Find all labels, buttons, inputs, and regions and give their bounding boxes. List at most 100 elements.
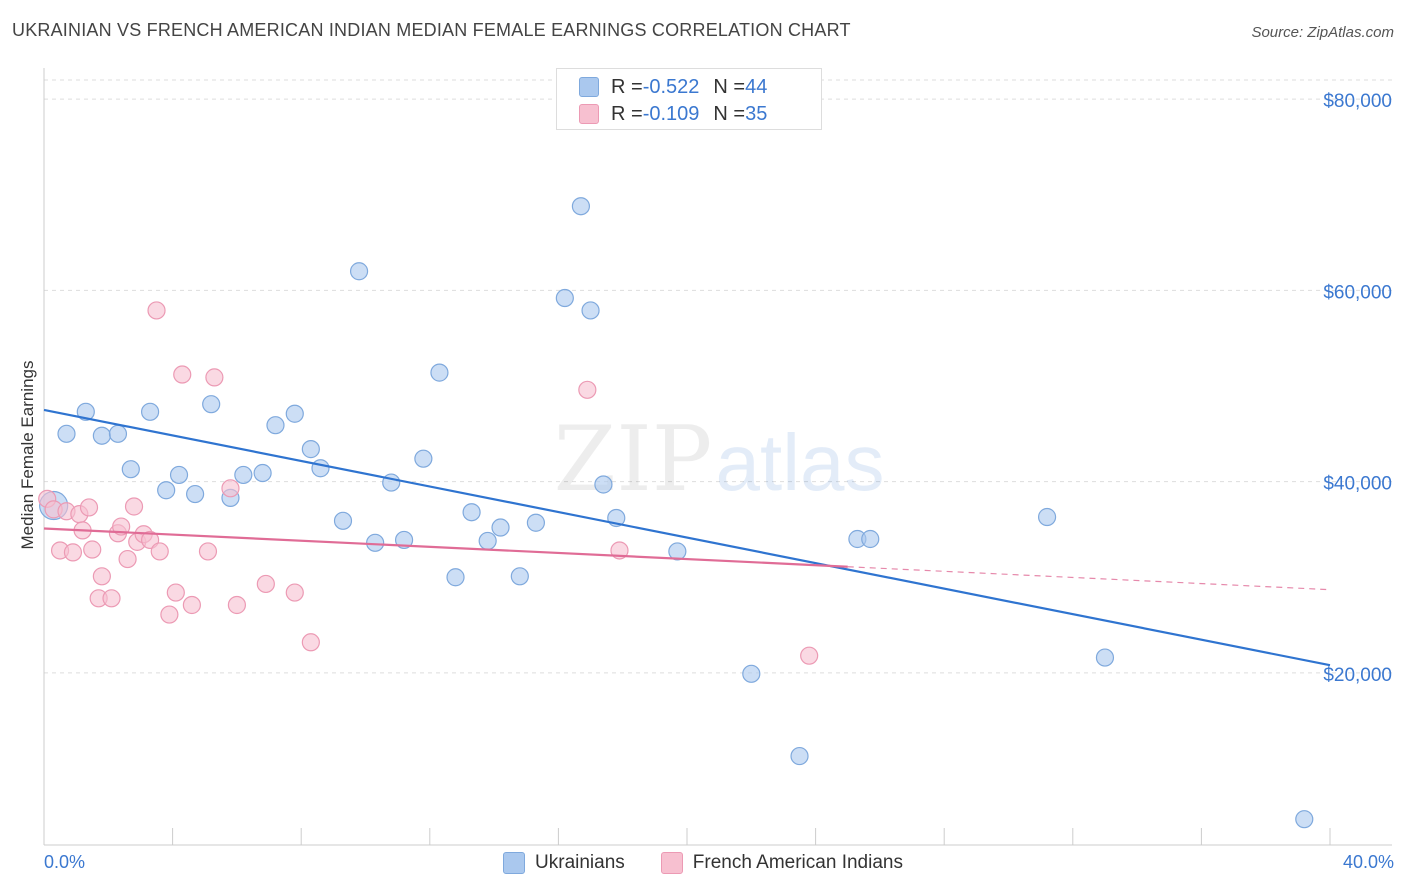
legend-item-french-american-indians[interactable]: French American Indians [660, 852, 903, 874]
r-label: R = [611, 75, 643, 98]
y-tick-label: $60,000 [1323, 282, 1392, 303]
french-point [256, 574, 275, 594]
french-point [79, 498, 99, 517]
x-tick-label-min: 0.0% [44, 852, 86, 872]
ukrainians-point [1295, 810, 1314, 829]
french-point [83, 540, 102, 559]
ukrainians-point [491, 518, 510, 537]
ukrainians-point [234, 465, 253, 485]
stats-row-french: R = -0.109 N = 35 [579, 100, 767, 128]
ukrainians-point [861, 529, 880, 549]
y-tick-label: $80,000 [1323, 91, 1392, 112]
ukrainians-point [169, 465, 189, 485]
ukrainians-point [140, 402, 160, 421]
stats-legend: R = -0.522 N = 44 R = -0.109 N = 35 [556, 68, 822, 130]
source-credit: Source: ZipAtlas.com [1251, 24, 1394, 41]
n-label: N = [713, 102, 746, 125]
french-point [205, 368, 224, 387]
french-trend-extension [847, 566, 1331, 591]
french-point [578, 380, 597, 399]
r-value: -0.109 [642, 102, 700, 125]
ukrainians-point [1037, 507, 1057, 527]
ukrainians-point [108, 424, 128, 443]
y-tick-label: $40,000 [1323, 474, 1392, 495]
ukrainians-point [311, 459, 330, 478]
ukrainians-point [430, 363, 449, 382]
y-tick-labels: $20,000 $40,000 $60,000 $80,000 [1323, 91, 1392, 686]
ukrainians-point [301, 440, 320, 459]
ukrainians-point [581, 301, 600, 320]
french-point [198, 542, 218, 561]
ukrainians-point [555, 288, 574, 308]
ukrainians-swatch [503, 852, 526, 874]
french-trend-line [43, 527, 848, 568]
ukrainians-point [57, 424, 76, 443]
series-legend: Ukrainians French American Indians [0, 852, 1406, 874]
french-point [227, 595, 246, 615]
ukrainians-point [121, 460, 140, 479]
ukrainians-point [742, 664, 761, 683]
french-point [301, 633, 320, 652]
points [38, 197, 1314, 829]
french-swatch [579, 104, 599, 124]
ukrainians-point [349, 262, 369, 281]
ukrainians-point [266, 416, 285, 435]
french-point [166, 583, 185, 602]
ukrainians-point [668, 542, 687, 561]
trend-lines [43, 408, 1331, 667]
ukrainians-point [186, 484, 205, 504]
french-point [285, 583, 304, 602]
ukrainians-point [462, 503, 481, 522]
french-point [147, 301, 166, 320]
x-tick-label-max: 40.0% [1342, 852, 1394, 872]
ukrainians-point [571, 197, 591, 216]
french-point [102, 589, 121, 608]
ukrainians-point [333, 511, 353, 530]
ukrainians-point [366, 533, 385, 552]
french-point [118, 549, 137, 569]
ukrainians-point [253, 463, 272, 483]
ukrainians-point [157, 481, 176, 500]
french-point [92, 567, 111, 586]
ukrainians-point [510, 567, 529, 586]
legend-label: French American Indians [692, 852, 903, 873]
french-point [160, 605, 179, 624]
ukrainians-swatch [579, 77, 599, 97]
french-point [221, 479, 240, 498]
r-label: R = [611, 102, 643, 125]
grid [44, 79, 1392, 674]
n-label: N = [713, 75, 746, 98]
ukrainians-point [594, 475, 613, 494]
legend-item-ukrainians[interactable]: Ukrainians [503, 852, 625, 874]
stats-row-ukrainians: R = -0.522 N = 44 [579, 73, 767, 101]
ukrainians-point [394, 530, 414, 550]
watermark: ZIP atlas [554, 407, 885, 512]
watermark-zip: ZIP [554, 407, 713, 512]
watermark-atlas: atlas [716, 418, 885, 507]
r-value: -0.522 [642, 75, 700, 98]
n-value: 35 [745, 102, 768, 125]
french-point [800, 646, 819, 665]
french-point [182, 595, 201, 615]
ukrainians-point [414, 449, 433, 468]
ukrainians-point [92, 426, 111, 445]
ukrainians-point [478, 531, 497, 551]
french-point [150, 542, 169, 561]
ukrainians-point [202, 395, 221, 414]
ukrainians-point [1095, 648, 1115, 667]
y-tick-label: $20,000 [1323, 665, 1392, 686]
french-point [63, 543, 83, 562]
axes [43, 68, 1392, 846]
n-value: 44 [745, 75, 768, 98]
ukrainians-point [76, 402, 95, 421]
french-point [173, 365, 192, 384]
chart-title: UKRAINIAN VS FRENCH AMERICAN INDIAN MEDI… [12, 20, 851, 40]
ukrainians-trend-line [43, 408, 1331, 667]
ukrainians-point [446, 568, 465, 587]
ukrainians-point [526, 513, 545, 532]
french-point [124, 497, 144, 516]
french-point [112, 517, 131, 536]
ukrainians-point [790, 746, 809, 766]
legend-label: Ukrainians [535, 852, 625, 873]
